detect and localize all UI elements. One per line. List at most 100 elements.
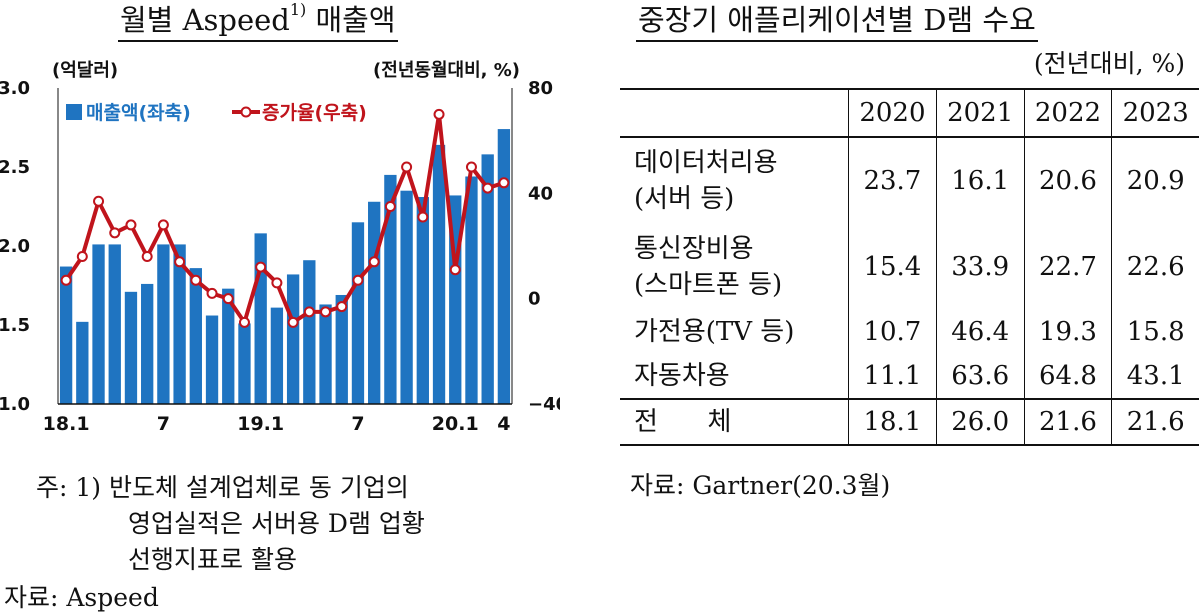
growth-marker — [255, 261, 267, 273]
growth-marker — [384, 201, 396, 212]
growth-marker — [222, 293, 234, 305]
growth-marker — [271, 277, 283, 289]
dram-demand-table: 2020 2021 2022 2023 데이터처리용 (서버 등) 23.7 16… — [620, 88, 1199, 446]
growth-marker — [174, 256, 186, 268]
table-cell: 19.3 — [1023, 310, 1112, 354]
row-label-line2: (서버 등) — [634, 184, 735, 214]
table-cell: 43.1 — [1111, 354, 1199, 399]
chart-bar — [400, 190, 413, 404]
growth-marker — [141, 251, 153, 263]
row-label: 통신장비용 (스마트폰 등) — [620, 224, 850, 310]
growth-marker — [320, 306, 332, 318]
table-cell: 26.0 — [935, 398, 1025, 446]
growth-marker — [109, 227, 121, 239]
left-title-footnote-mark: 1) — [289, 0, 307, 19]
right-tick-label: −40 — [528, 394, 560, 415]
right-tick-label: 0 — [528, 289, 541, 310]
chart-bar — [384, 174, 397, 404]
growth-marker — [368, 256, 380, 268]
table-cell: 10.7 — [848, 310, 937, 354]
left-tick-label: 2.5 — [0, 157, 30, 178]
left-tick-label: 3.0 — [0, 78, 30, 99]
table-cell: 16.1 — [935, 137, 1025, 224]
right-tick-label: 40 — [528, 183, 553, 204]
col-header-2021: 2021 — [935, 88, 1025, 138]
chart-bar — [497, 129, 511, 404]
table-cell: 22.6 — [1111, 224, 1199, 310]
left-axis-unit: (억달러) — [52, 60, 118, 81]
chart-bar — [59, 266, 73, 404]
growth-marker — [76, 251, 88, 263]
chart-bar — [368, 201, 381, 404]
chart-bar — [254, 233, 267, 404]
chart-bar — [92, 244, 105, 404]
chart-bar — [351, 222, 365, 404]
x-tick-label: 4 — [497, 413, 510, 435]
left-chart-title: 월별 Aspeed1) 매출액 — [118, 0, 398, 42]
row-label-line1: 데이터처리용 — [634, 148, 778, 178]
legend-label-growth: 증가율(우축) — [262, 102, 367, 124]
growth-marker — [287, 316, 299, 328]
table-cell: 15.8 — [1111, 310, 1199, 354]
left-source: 자료: Aspeed — [4, 583, 159, 612]
table-cell: 64.8 — [1023, 354, 1112, 399]
x-tick-label: 18.1 — [43, 413, 90, 435]
x-tick-label: 20.1 — [432, 413, 479, 435]
chart-bar — [141, 283, 154, 404]
right-axis-unit: (전년동월대비, %) — [373, 60, 520, 81]
col-header-2020: 2020 — [848, 88, 937, 138]
growth-marker — [482, 182, 494, 194]
right-table-title: 중장기 애플리케이션별 D램 수요 — [636, 0, 1038, 42]
left-title-main: 월별 Aspeed — [120, 3, 290, 37]
growth-marker — [465, 161, 477, 173]
chart-bar — [286, 274, 300, 404]
legend-bar-swatch — [66, 104, 82, 120]
row-label: 자동차용 — [620, 354, 850, 399]
right-source: 자료: Gartner(20.3월) — [630, 471, 891, 500]
growth-marker — [417, 211, 429, 223]
table-cell: 46.4 — [935, 310, 1025, 354]
table-row-mobile: 통신장비용 (스마트폰 등) 15.4 33.9 22.7 22.6 — [620, 224, 1199, 310]
chart-bar — [108, 244, 121, 404]
growth-marker — [93, 195, 105, 207]
growth-marker — [60, 274, 72, 286]
legend-line-marker — [240, 106, 252, 118]
table-cell: 15.4 — [848, 224, 937, 310]
table-cell: 22.7 — [1023, 224, 1112, 310]
chart-bar — [205, 315, 219, 404]
table-header-row: 2020 2021 2022 2023 — [620, 88, 1199, 138]
table-cell: 23.7 — [848, 137, 937, 224]
table-row-automotive: 자동차용 11.1 63.6 64.8 43.1 — [620, 354, 1199, 399]
chart-bar — [303, 260, 316, 404]
growth-marker — [125, 219, 137, 231]
table-cell: 11.1 — [848, 354, 937, 399]
left-tick-label: 1.5 — [0, 315, 30, 336]
chart-bar — [124, 291, 138, 404]
chart-bar — [173, 244, 186, 404]
chart-bar — [465, 176, 478, 404]
chart-bar — [222, 288, 235, 404]
col-header-2022: 2022 — [1023, 88, 1112, 138]
chart-bar — [238, 323, 251, 404]
row-label: 가전용(TV 등) — [620, 310, 850, 354]
chart-bar — [157, 244, 170, 404]
footnote-prefix: 주: — [36, 473, 76, 502]
table-row-datacenter: 데이터처리용 (서버 등) 23.7 16.1 20.6 20.9 — [620, 137, 1199, 224]
growth-marker — [157, 219, 169, 231]
chart-bar — [335, 294, 348, 404]
row-label-line1: 통신장비용 — [634, 234, 754, 264]
chart-bar — [432, 144, 446, 404]
aspeed-sales-chart: (억달러) (전년동월대비, %) 3.0 2.5 2.0 1.5 1.0 80 40 0 −40 1… — [0, 60, 560, 435]
row-label: 전 체 — [620, 398, 850, 446]
chart-bar — [416, 197, 429, 404]
col-header-2023: 2023 — [1111, 88, 1199, 138]
row-label: 데이터처리용 (서버 등) — [620, 137, 850, 224]
footnote: 주: 1) 반도체 설계업체로 동 기업의 영업실적은 서버용 D램 업황 선행… — [36, 470, 425, 578]
table-cell: 18.1 — [848, 398, 937, 446]
growth-marker — [206, 287, 218, 299]
chart-bar — [481, 154, 494, 404]
growth-marker — [449, 264, 461, 276]
header-blank-cell — [620, 88, 850, 138]
growth-marker — [498, 177, 510, 189]
x-tick-label: 7 — [351, 413, 364, 435]
